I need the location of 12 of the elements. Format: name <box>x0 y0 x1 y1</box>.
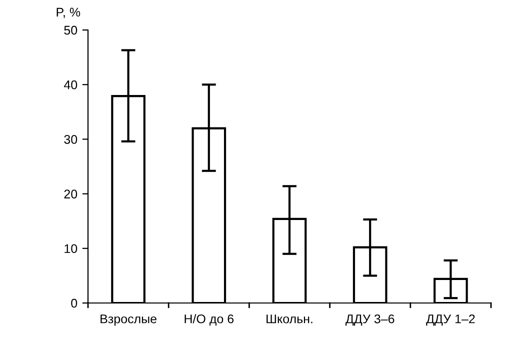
x-tick-label: ДДУ 3–6 <box>346 314 394 326</box>
x-tick-label: Школьн. <box>266 314 312 324</box>
x-tick-label: Н/О до 6 <box>184 314 234 326</box>
y-tick-label: 10 <box>64 244 78 254</box>
y-tick-label: 0 <box>71 298 78 308</box>
x-tick-label: ДДУ 1–2 <box>426 314 475 326</box>
y-tick-label: 30 <box>64 135 78 144</box>
y-axis-title: P, % <box>56 8 80 18</box>
y-tick-label: 40 <box>64 80 78 90</box>
y-tick-label: 20 <box>64 190 78 198</box>
y-tick-label: 50 <box>64 26 78 35</box>
x-tick-label: Взрослые <box>100 314 156 326</box>
